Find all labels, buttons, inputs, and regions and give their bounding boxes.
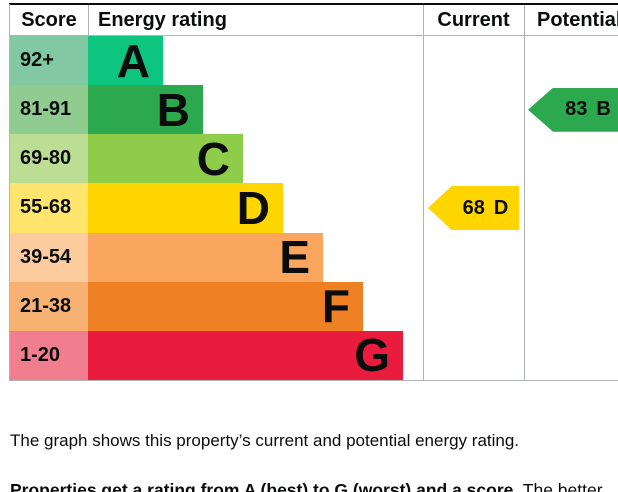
score-range-c: 69-80	[10, 134, 88, 184]
rating-bar-c: C	[88, 132, 243, 185]
band-row-f: 21-38 F	[10, 280, 618, 333]
header-column-divider	[88, 5, 89, 35]
score-range-e: 39-54	[10, 232, 88, 282]
score-range-d: 55-68	[10, 183, 88, 233]
rating-description-rest: The better	[522, 479, 603, 492]
potential-column-header: Potential	[537, 9, 618, 31]
score-range-g: 1-20	[10, 330, 88, 380]
score-range-a: 92+	[10, 36, 88, 86]
rating-bar-g: G	[88, 329, 403, 381]
current-column-divider	[423, 5, 424, 380]
potential-column-divider	[524, 5, 525, 380]
rating-letter-a: A	[116, 34, 150, 87]
rating-bar-b: B	[88, 83, 203, 136]
rating-bar-d: D	[88, 181, 283, 234]
energy-rating-chart: Score Energy rating Current Potential 92…	[9, 3, 618, 381]
band-row-b: 81-91 B	[10, 83, 618, 136]
chart-header-row: Score Energy rating Current Potential	[10, 5, 618, 36]
current-band-letter: D	[493, 196, 509, 219]
rating-bar-f: F	[88, 280, 363, 333]
score-range-b: 81-91	[10, 85, 88, 135]
band-row-d: 55-68 D	[10, 181, 618, 234]
rating-letter-b: B	[156, 83, 190, 136]
rating-bar-e: E	[88, 231, 323, 284]
band-rows: 92+ A 81-91 B 69-80 C 55-68 D	[10, 36, 618, 380]
current-column-header: Current	[437, 9, 510, 31]
potential-band-letter: B	[596, 98, 611, 121]
band-row-e: 39-54 E	[10, 231, 618, 284]
score-range-f: 21-38	[10, 281, 88, 331]
rating-bar-a: A	[88, 34, 163, 87]
rating-letter-c: C	[196, 132, 230, 185]
band-row-a: 92+ A	[10, 34, 618, 87]
rating-description: Properties get a rating from A (best) to…	[10, 480, 603, 492]
current-score-value: 68	[462, 196, 485, 219]
band-row-c: 69-80 C	[10, 132, 618, 185]
rating-letter-g: G	[354, 329, 390, 381]
rating-letter-f: F	[321, 280, 350, 333]
chart-caption: The graph shows this property’s current …	[10, 431, 520, 450]
band-row-g: 1-20 G	[10, 329, 618, 381]
potential-score-value: 83	[565, 98, 588, 121]
energy-rating-column-header: Energy rating	[98, 9, 227, 31]
rating-letter-e: E	[279, 231, 310, 284]
rating-letter-d: D	[236, 181, 270, 234]
rating-description-bold: Properties get a rating from A (best) to…	[10, 479, 519, 492]
score-column-header: Score	[21, 9, 77, 31]
